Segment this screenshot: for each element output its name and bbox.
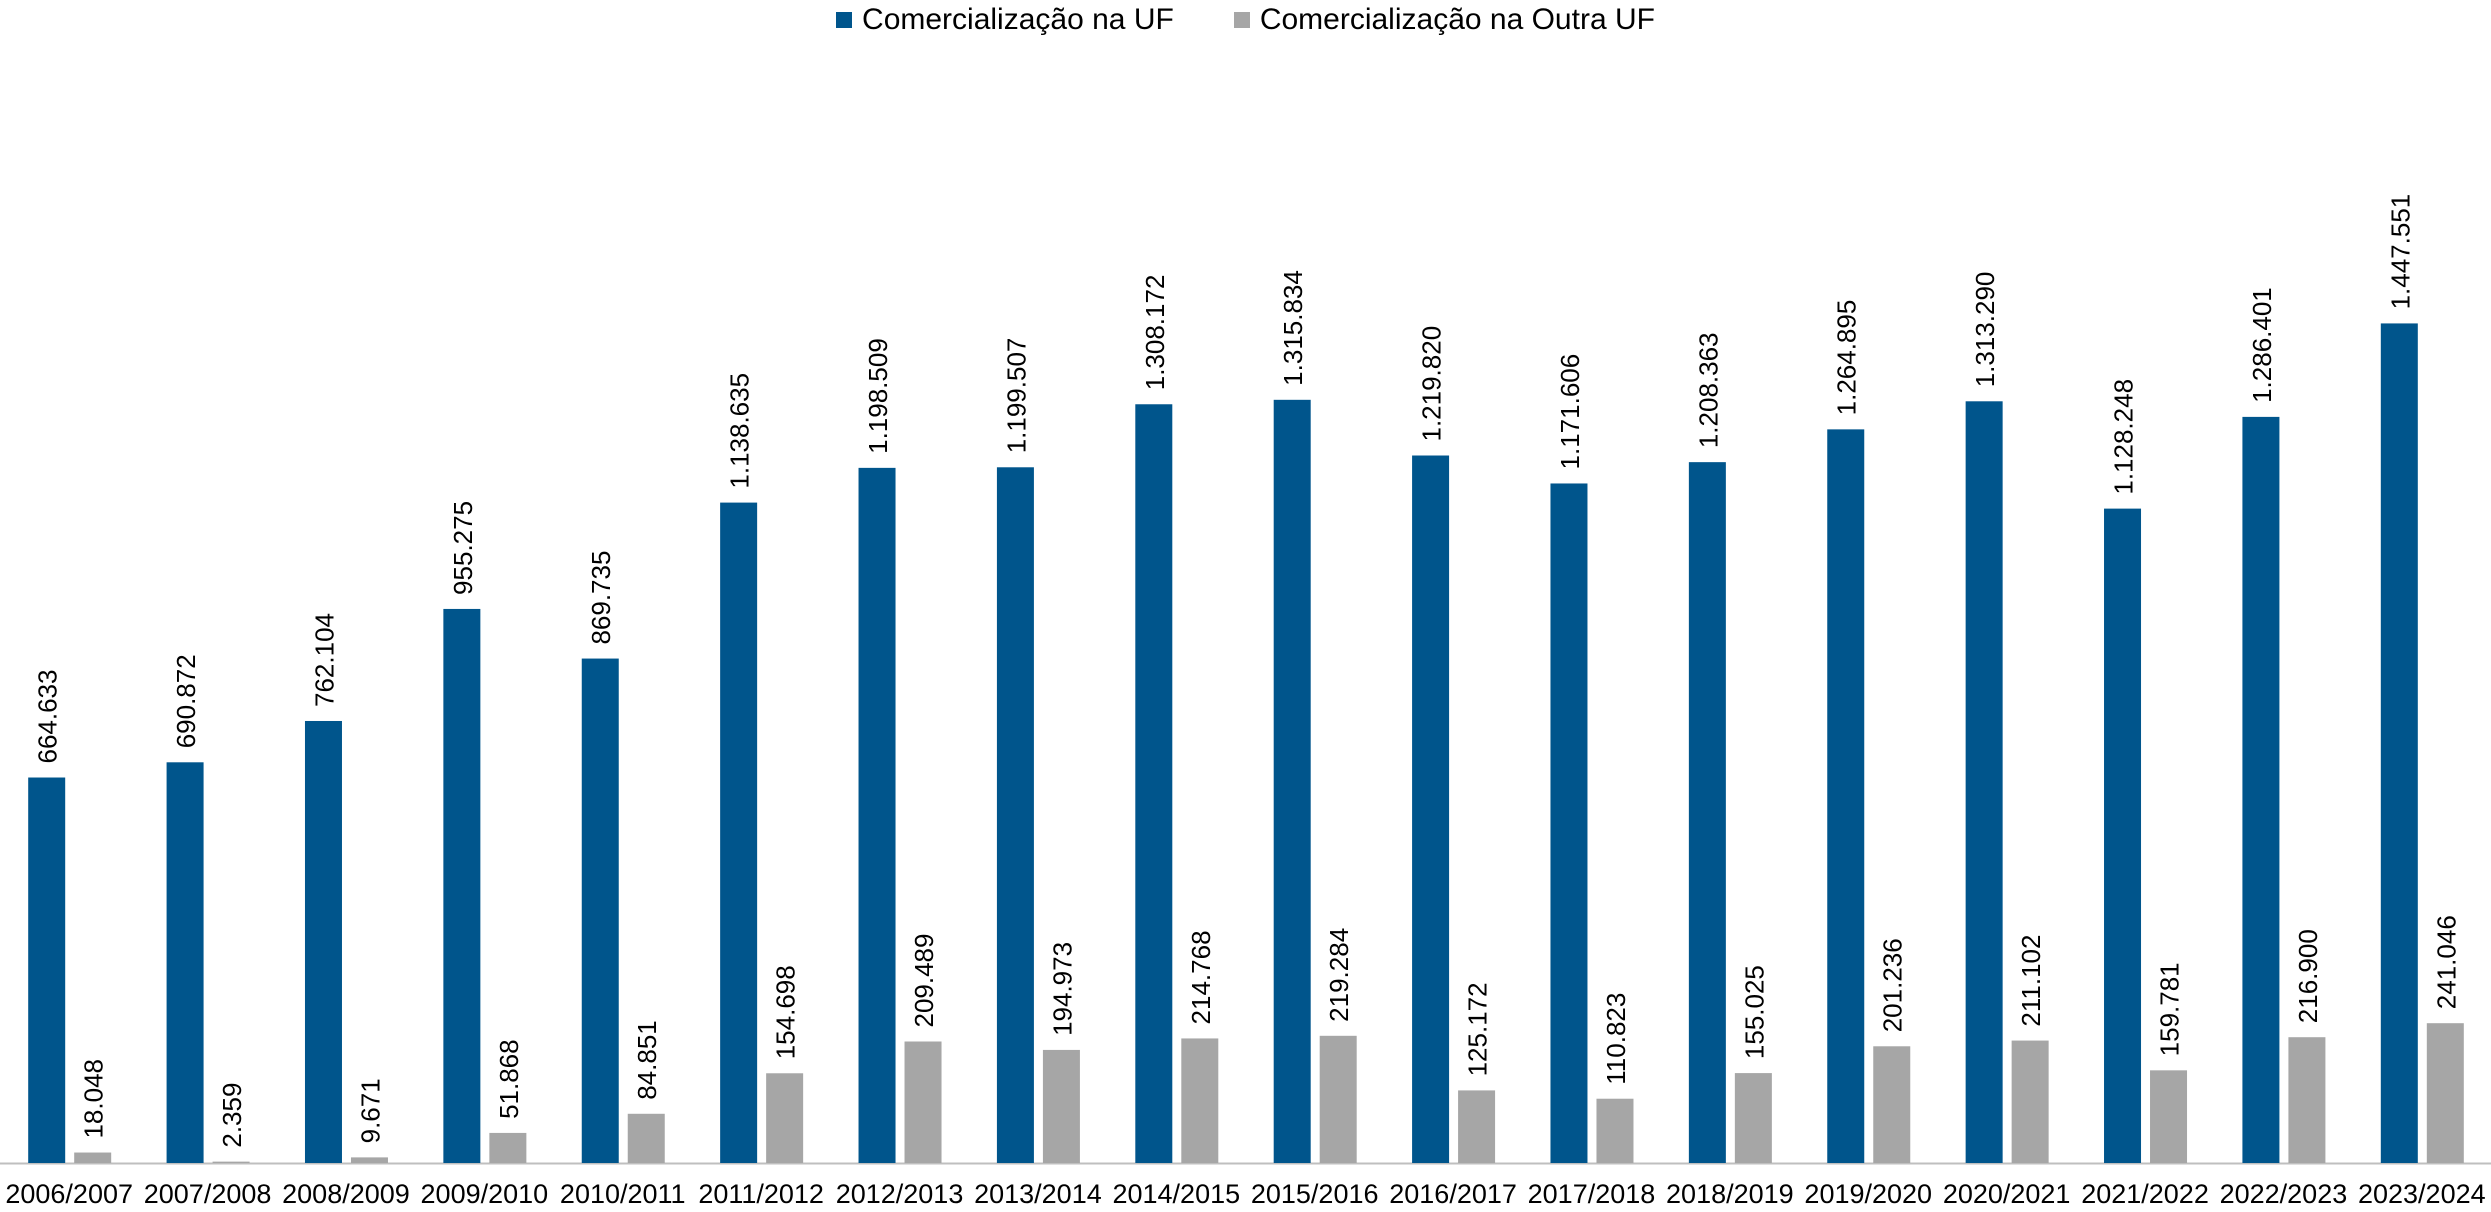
bar-series-1-17: [2380, 323, 2418, 1163]
bar-series-2-6: [904, 1041, 942, 1163]
x-tick-label-17: 2023/2024: [2358, 1179, 2486, 1209]
bar-series-2-0: [74, 1152, 112, 1163]
data-label-series-2-14: 211.102: [2016, 934, 2046, 1026]
data-label-series-1-14: 1.313.290: [1970, 272, 2000, 388]
data-label-series-2-3: 51.868: [494, 1039, 524, 1119]
data-label-series-1-11: 1.171.606: [1555, 354, 1585, 470]
x-tick-label-1: 2007/2008: [144, 1179, 272, 1209]
bar-series-2-14: [2011, 1040, 2049, 1163]
data-label-series-1-13: 1.264.895: [1832, 300, 1862, 416]
bar-series-2-10: [1458, 1090, 1496, 1163]
x-tick-label-8: 2014/2015: [1112, 1179, 1240, 1209]
bar-series-2-17: [2426, 1023, 2464, 1163]
bar-series-1-0: [28, 777, 66, 1163]
data-label-series-2-8: 214.768: [1186, 930, 1216, 1024]
chart-legend: Comercialização na UF Comercialização na…: [0, 0, 2491, 40]
data-label-series-2-13: 201.236: [1878, 938, 1908, 1032]
legend-swatch-series-2: [1233, 12, 1250, 28]
x-tick-label-3: 2009/2010: [421, 1179, 549, 1209]
data-label-series-2-7: 194.973: [1047, 942, 1077, 1036]
data-label-series-1-8: 1.308.172: [1140, 275, 1170, 391]
bar-series-1-5: [720, 502, 758, 1164]
bar-series-1-7: [996, 467, 1034, 1163]
bar-series-1-6: [858, 467, 896, 1164]
data-label-series-2-2: 9.671: [355, 1078, 385, 1143]
bar-series-1-15: [2104, 508, 2142, 1163]
data-label-series-2-10: 125.172: [1463, 982, 1493, 1076]
bar-series-2-1: [212, 1161, 250, 1163]
data-label-series-2-12: 155.025: [1739, 965, 1769, 1059]
bar-series-1-9: [1273, 399, 1311, 1163]
data-label-series-2-9: 219.284: [1324, 928, 1354, 1022]
x-tick-label-9: 2015/2016: [1251, 1179, 1379, 1209]
x-tick-label-14: 2020/2021: [1943, 1179, 2071, 1209]
data-label-series-1-12: 1.208.363: [1693, 332, 1723, 448]
bar-series-1-2: [304, 720, 342, 1163]
data-label-series-1-4: 869.735: [586, 551, 616, 645]
data-label-series-1-2: 762.104: [309, 613, 339, 707]
data-label-series-1-5: 1.138.635: [725, 373, 755, 489]
bar-series-1-4: [581, 658, 619, 1163]
data-label-series-1-3: 955.275: [448, 501, 478, 595]
legend-swatch-series-1: [836, 12, 853, 28]
data-label-series-2-5: 154.698: [771, 965, 801, 1059]
bar-series-2-11: [1596, 1098, 1634, 1163]
data-label-series-2-1: 2.359: [217, 1083, 247, 1148]
data-label-series-2-4: 84.851: [632, 1020, 662, 1100]
data-label-series-1-17: 1.447.551: [2385, 194, 2415, 310]
data-label-series-1-1: 690.872: [171, 654, 201, 748]
data-label-series-1-16: 1.286.401: [2247, 287, 2277, 403]
data-label-series-1-7: 1.199.507: [1001, 338, 1031, 454]
legend-label-series-2: Comercialização na Outra UF: [1259, 3, 1655, 36]
legend-label-series-1: Comercialização na UF: [862, 3, 1174, 36]
data-label-series-2-16: 216.900: [2293, 929, 2323, 1023]
x-tick-label-11: 2017/2018: [1528, 1179, 1656, 1209]
x-tick-label-15: 2021/2022: [2081, 1179, 2209, 1209]
bar-series-1-3: [443, 608, 481, 1163]
bar-series-2-16: [2288, 1037, 2326, 1163]
x-tick-label-6: 2012/2013: [836, 1179, 964, 1209]
x-tick-label-2: 2008/2009: [282, 1179, 410, 1209]
bar-series-1-11: [1550, 483, 1588, 1163]
bar-series-1-13: [1827, 429, 1865, 1163]
data-label-series-1-0: 664.633: [33, 670, 63, 764]
x-tick-label-16: 2022/2023: [2220, 1179, 2348, 1209]
legend-item-series-2: Comercialização na Outra UF: [1233, 3, 1655, 37]
data-label-series-1-10: 1.219.820: [1417, 326, 1447, 442]
data-label-series-2-15: 159.781: [2155, 962, 2185, 1056]
bar-series-1-8: [1135, 404, 1173, 1163]
x-tick-label-13: 2019/2020: [1804, 1179, 1932, 1209]
data-label-series-2-17: 241.046: [2431, 915, 2461, 1009]
x-tick-label-10: 2016/2017: [1389, 1179, 1517, 1209]
bar-series-2-15: [2150, 1070, 2188, 1163]
x-tick-label-12: 2018/2019: [1666, 1179, 1794, 1209]
bar-series-2-2: [350, 1157, 388, 1163]
bar-series-1-1: [166, 762, 204, 1163]
bar-series-1-14: [1965, 401, 2003, 1163]
x-tick-label-0: 2006/2007: [5, 1179, 133, 1209]
bar-series-2-4: [627, 1113, 665, 1163]
x-tick-label-4: 2010/2011: [560, 1179, 686, 1209]
data-label-series-1-9: 1.315.834: [1278, 270, 1308, 386]
bar-series-2-13: [1873, 1046, 1911, 1163]
data-label-series-1-6: 1.198.509: [863, 338, 893, 454]
bar-series-2-3: [489, 1132, 527, 1163]
bar-series-1-12: [1688, 462, 1726, 1163]
bar-series-2-5: [766, 1073, 804, 1163]
bar-series-2-8: [1181, 1038, 1219, 1163]
data-label-series-2-0: 18.048: [79, 1059, 109, 1139]
data-label-series-2-11: 110.823: [1601, 993, 1631, 1085]
data-label-series-1-15: 1.128.248: [2109, 379, 2139, 495]
bar-series-2-7: [1042, 1049, 1080, 1163]
legend-item-series-1: Comercialização na UF: [836, 3, 1174, 37]
x-tick-label-7: 2013/2014: [974, 1179, 1102, 1209]
x-tick-label-5: 2011/2012: [698, 1179, 824, 1209]
bar-series-1-10: [1412, 455, 1450, 1163]
data-label-series-2-6: 209.489: [909, 934, 939, 1028]
bar-series-2-9: [1319, 1035, 1357, 1163]
bar-series-1-16: [2242, 416, 2280, 1163]
bar-series-2-12: [1734, 1073, 1772, 1163]
